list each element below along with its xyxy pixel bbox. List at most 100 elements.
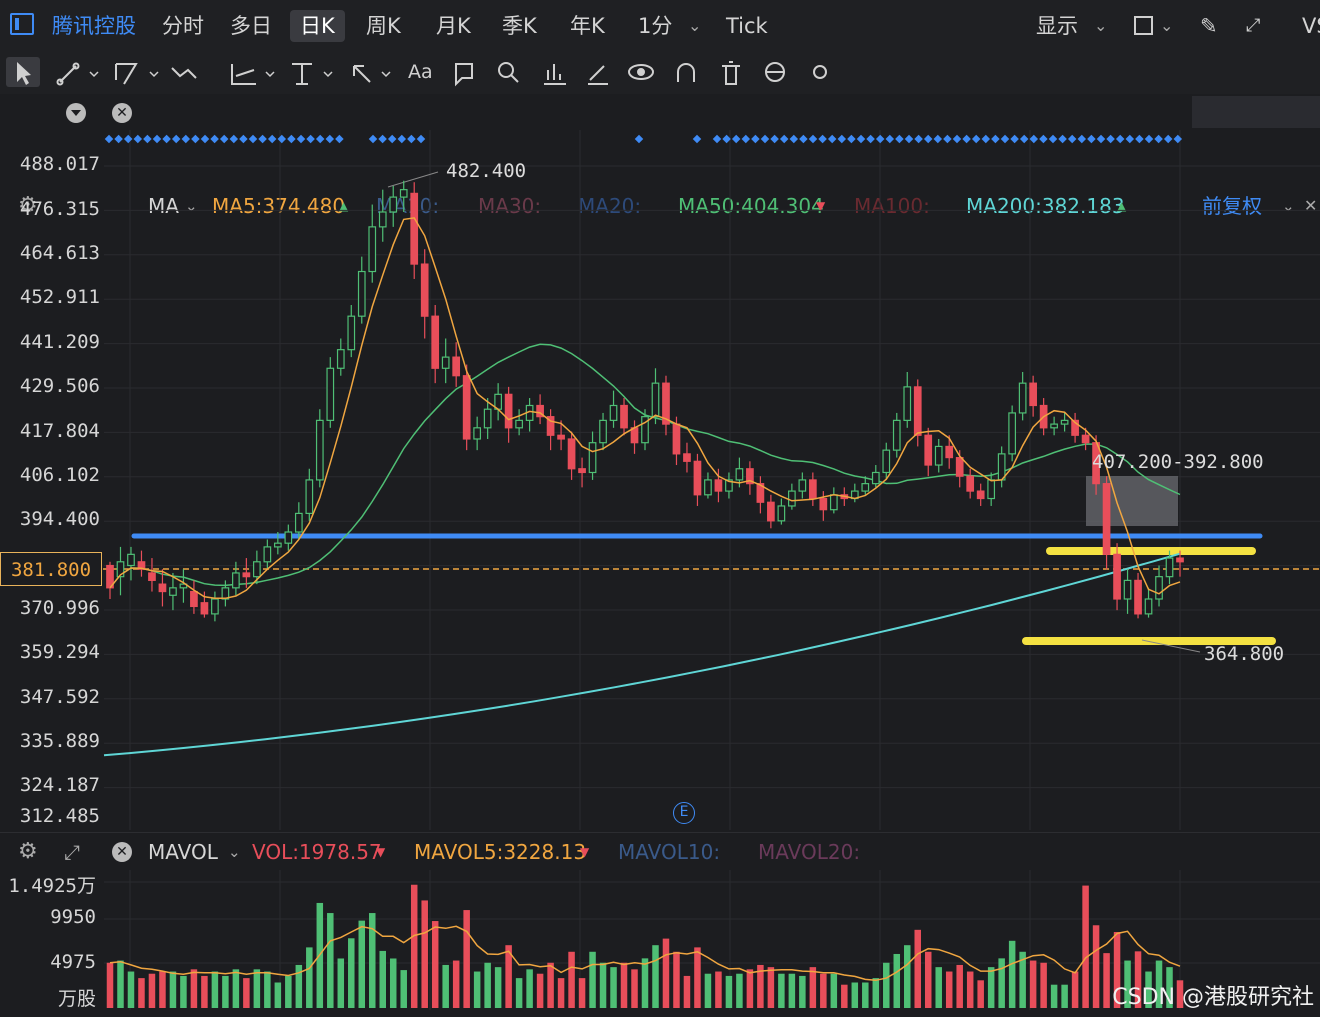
tab-weekly-k[interactable]: 周K	[366, 14, 401, 38]
chevron-down-icon[interactable]: ⌄	[228, 843, 241, 861]
display-menu[interactable]: 显示	[1036, 14, 1078, 38]
vs-compare[interactable]: VS	[1302, 14, 1320, 38]
candle	[557, 420, 565, 451]
volume-bar	[862, 982, 869, 1008]
ma200-value: MA200:382.183	[966, 194, 1125, 218]
watermark: CSDN @港股研究社	[1112, 985, 1314, 1010]
candle	[462, 364, 471, 451]
event-diamond-icon	[152, 134, 162, 144]
ma5-value: MA5:374.480	[212, 194, 346, 218]
ma30-value: MA30:	[478, 194, 542, 218]
price-chart[interactable]	[0, 130, 1320, 830]
price-tick: 370.996	[19, 597, 100, 619]
candle	[326, 357, 335, 428]
tab-multiday[interactable]: 多日	[230, 14, 272, 38]
candle	[452, 342, 461, 387]
mavol-type[interactable]: MAVOL	[148, 840, 218, 864]
event-diamond-icon	[760, 134, 770, 144]
event-diamond-icon	[1163, 134, 1173, 144]
chevron-down-icon[interactable]: ⌄	[1094, 16, 1108, 35]
chevron-down-icon[interactable]: ⌄	[688, 16, 702, 35]
volume-bar	[180, 975, 187, 1008]
candle	[294, 502, 303, 540]
tab-1min[interactable]: 1分	[638, 14, 673, 38]
volume-bar	[389, 958, 397, 1008]
sidebar-toggle-icon[interactable]	[10, 13, 34, 35]
price-tick: 359.294	[19, 641, 100, 663]
candle	[1071, 412, 1079, 443]
volume-bar	[201, 975, 208, 1008]
candle	[725, 472, 733, 499]
candle	[137, 550, 146, 577]
ticker-name[interactable]: 腾讯控股	[52, 14, 136, 38]
event-diamond-icon	[277, 134, 287, 144]
candle	[273, 532, 282, 555]
candle	[1102, 476, 1111, 570]
event-diamond-icon	[368, 134, 378, 144]
tab-monthly-k[interactable]: 月K	[436, 14, 471, 38]
tab-intraday[interactable]: 分时	[162, 14, 204, 38]
candle	[997, 446, 1006, 488]
candle	[767, 494, 775, 529]
close-icon[interactable]: ✕	[112, 103, 132, 123]
chevron-down-icon[interactable]: ⌄	[1160, 16, 1174, 35]
close-icon[interactable]: ✕	[112, 842, 132, 862]
candle	[808, 472, 817, 506]
candle	[410, 182, 419, 279]
candle	[158, 569, 167, 607]
mavol5-line	[109, 925, 1181, 982]
volume-bar	[337, 958, 345, 1008]
gear-icon[interactable]: ⚙	[18, 193, 38, 218]
ma5-line	[109, 217, 1181, 600]
volume-bar	[767, 967, 775, 1008]
ma-type[interactable]: MA	[148, 194, 179, 218]
collapse-icon[interactable]	[66, 103, 86, 123]
event-marker[interactable]: E	[673, 802, 695, 824]
candle	[567, 431, 576, 480]
volume-bar	[977, 980, 984, 1008]
event-diamond-icon	[933, 134, 943, 144]
event-diamond-icon	[731, 134, 741, 144]
candle	[305, 468, 314, 521]
event-diamond-icon	[971, 134, 981, 144]
volume-bar	[820, 973, 827, 1008]
event-diamond-icon	[789, 134, 799, 144]
candle	[200, 591, 209, 618]
high-leader-line	[387, 171, 439, 188]
tab-yearly-k[interactable]: 年K	[570, 14, 605, 38]
expand-icon[interactable]: ⤢	[64, 840, 80, 864]
candle	[756, 476, 765, 514]
volume-bar	[631, 969, 638, 1008]
volume-bar	[715, 971, 722, 1008]
event-diamond-icon	[847, 134, 856, 144]
volume-bar	[725, 975, 733, 1008]
event-diamond-icon	[191, 134, 200, 144]
volume-bar	[379, 950, 386, 1008]
volume-bar	[369, 913, 376, 1008]
event-diamond-icon	[171, 134, 181, 144]
checkbox-icon[interactable]	[1134, 16, 1153, 35]
candle	[746, 461, 754, 495]
fullscreen-icon[interactable]: ⤢	[1246, 15, 1261, 36]
candle	[903, 372, 912, 428]
tab-daily-k[interactable]: 日K	[290, 10, 345, 42]
candle	[116, 546, 125, 596]
candle	[1029, 375, 1037, 417]
adjust-mode[interactable]: 前复权	[1202, 194, 1262, 218]
volume-bar	[778, 973, 785, 1008]
volume-header: ⚙ ⤢ ✕ MAVOL ⌄ VOL:1978.57 ▼ MAVOL5:3228.…	[0, 832, 1320, 871]
candle	[683, 442, 691, 473]
event-diamond-icon	[387, 134, 397, 144]
gear-icon[interactable]: ⚙	[18, 839, 38, 864]
pen-icon[interactable]: ✎	[1200, 14, 1218, 38]
volume-bar	[442, 964, 449, 1008]
tab-quarterly-k[interactable]: 季K	[502, 14, 537, 38]
volume-chart[interactable]	[0, 870, 1320, 1010]
drawing-toolbar: Aa	[0, 50, 1320, 95]
candle	[829, 487, 838, 514]
tab-tick[interactable]: Tick	[726, 14, 768, 38]
price-tick: 394.400	[19, 508, 100, 530]
candle	[169, 572, 177, 611]
volume-bar	[1145, 971, 1152, 1008]
volume-bar	[883, 962, 890, 1008]
